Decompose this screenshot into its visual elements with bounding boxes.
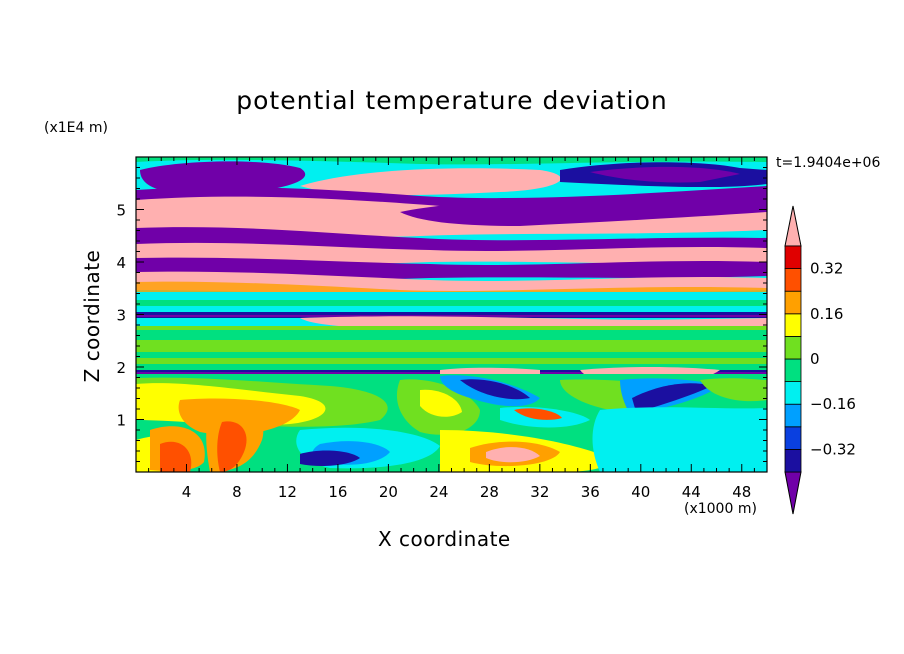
colorbar-label: 0.32: [810, 260, 843, 278]
x-tick-label: 32: [530, 483, 549, 501]
x-axis-label: X coordinate: [378, 527, 511, 551]
x-tick-label: 24: [429, 483, 448, 501]
y-tick-label: 3: [116, 307, 126, 325]
colorbar-box: [784, 245, 802, 270]
colorbar-label: 0: [810, 350, 820, 368]
y-axis: 1 2 3 4 5: [116, 167, 767, 462]
colorbar: 0.32 0.16 0 −0.16 −0.32: [784, 205, 856, 515]
x-axis: 4 8 12 16 20 24 28 32 36 40 44 48: [148, 157, 755, 501]
colorbar-box: [784, 313, 802, 337]
colorbar-box: [784, 381, 802, 405]
colorbar-lower-extension: [784, 471, 802, 515]
colorbar-box: [784, 335, 802, 360]
x-tick-label: 40: [631, 483, 650, 501]
y-tick-label: 1: [116, 412, 126, 430]
x-tick-label: 36: [581, 483, 600, 501]
colorbar-label: 0.16: [810, 305, 843, 323]
y-tick-label: 5: [116, 202, 126, 220]
x-tick-label: 20: [379, 483, 398, 501]
colorbar-label: −0.32: [810, 440, 856, 458]
y-axis-unit: (x1E4 m): [44, 120, 108, 136]
x-tick-label: 4: [182, 483, 192, 501]
y-tick-label: 2: [116, 359, 126, 377]
colorbar-box: [784, 268, 802, 292]
contour-field: [136, 157, 767, 472]
colorbar-box: [784, 358, 802, 383]
x-tick-label: 16: [328, 483, 347, 501]
colorbar-box: [784, 426, 802, 450]
colorbar-label: −0.16: [810, 395, 856, 413]
x-axis-unit: (x1000 m): [684, 501, 757, 517]
x-tick-label: 44: [682, 483, 701, 501]
x-tick-label: 48: [732, 483, 751, 501]
x-tick-label: 12: [278, 483, 297, 501]
colorbar-upper-extension: [784, 205, 802, 247]
x-tick-label: 8: [232, 483, 242, 501]
x-tick-label: 28: [480, 483, 499, 501]
y-tick-label: 4: [116, 254, 126, 272]
chart-title: potential temperature deviation: [236, 86, 668, 115]
colorbar-box: [784, 403, 802, 428]
colorbar-box: [784, 290, 802, 315]
colorbar-box: [784, 448, 802, 473]
time-label: t=1.9404e+06: [776, 155, 881, 171]
